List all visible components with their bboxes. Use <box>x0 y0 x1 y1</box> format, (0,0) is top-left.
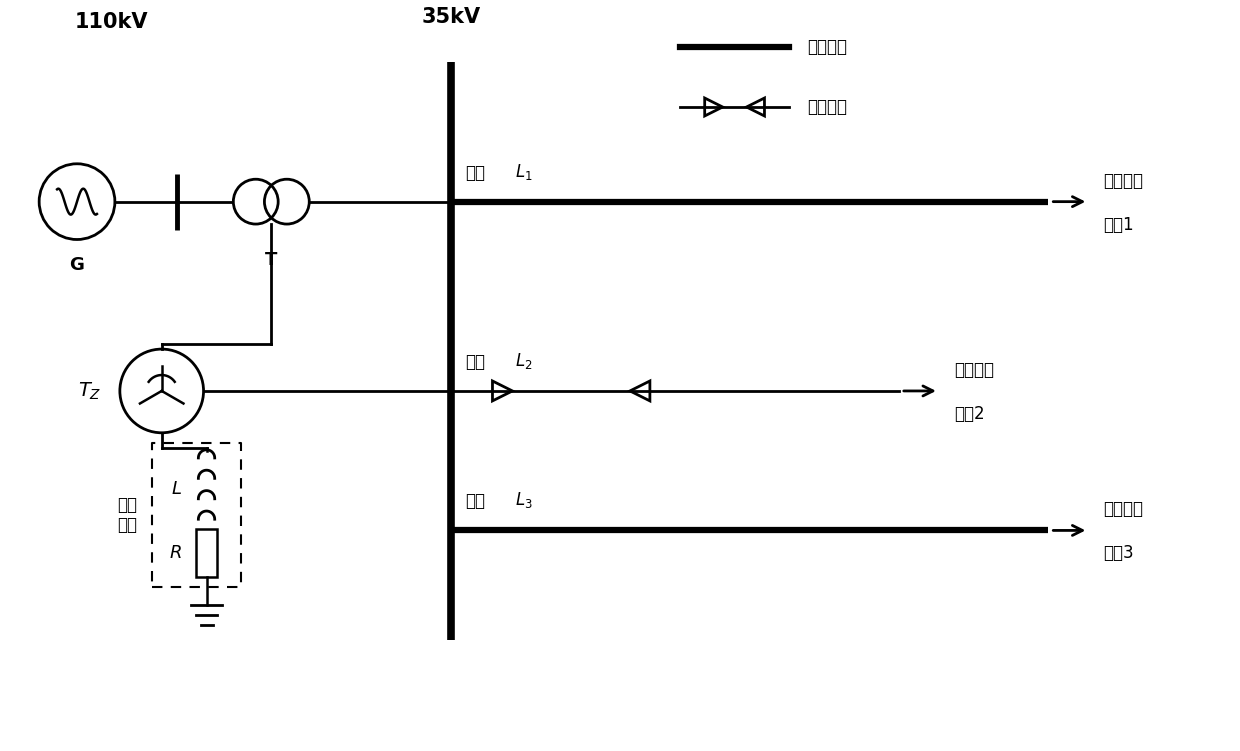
Text: 馈线: 馈线 <box>465 164 486 182</box>
Text: 架空线路: 架空线路 <box>807 38 847 56</box>
Text: 负荷3: 负荷3 <box>1104 544 1133 562</box>
Text: $T_Z$: $T_Z$ <box>78 380 102 402</box>
Text: 恒定功率: 恒定功率 <box>1104 500 1143 518</box>
Text: $R$: $R$ <box>169 544 181 562</box>
Text: T: T <box>265 252 278 270</box>
Text: $L_2$: $L_2$ <box>516 351 533 371</box>
Text: $L$: $L$ <box>171 480 181 498</box>
Text: 负荷2: 负荷2 <box>954 405 985 423</box>
Text: 馈线: 馈线 <box>465 493 486 511</box>
Bar <box>196 529 217 578</box>
Text: 110kV: 110kV <box>76 12 149 32</box>
Text: 馈线: 馈线 <box>465 353 486 371</box>
Text: $L_3$: $L_3$ <box>516 490 533 511</box>
Text: 电缆线路: 电缆线路 <box>807 98 847 116</box>
Text: 负荷1: 负荷1 <box>1104 216 1133 234</box>
Text: 恒定功率: 恒定功率 <box>1104 172 1143 190</box>
Text: G: G <box>69 256 84 274</box>
Text: 消弧
线圈: 消弧 线圈 <box>117 496 136 535</box>
Text: 恒定功率: 恒定功率 <box>954 361 993 379</box>
Text: 35kV: 35kV <box>422 8 480 27</box>
Text: $L_1$: $L_1$ <box>516 161 533 182</box>
